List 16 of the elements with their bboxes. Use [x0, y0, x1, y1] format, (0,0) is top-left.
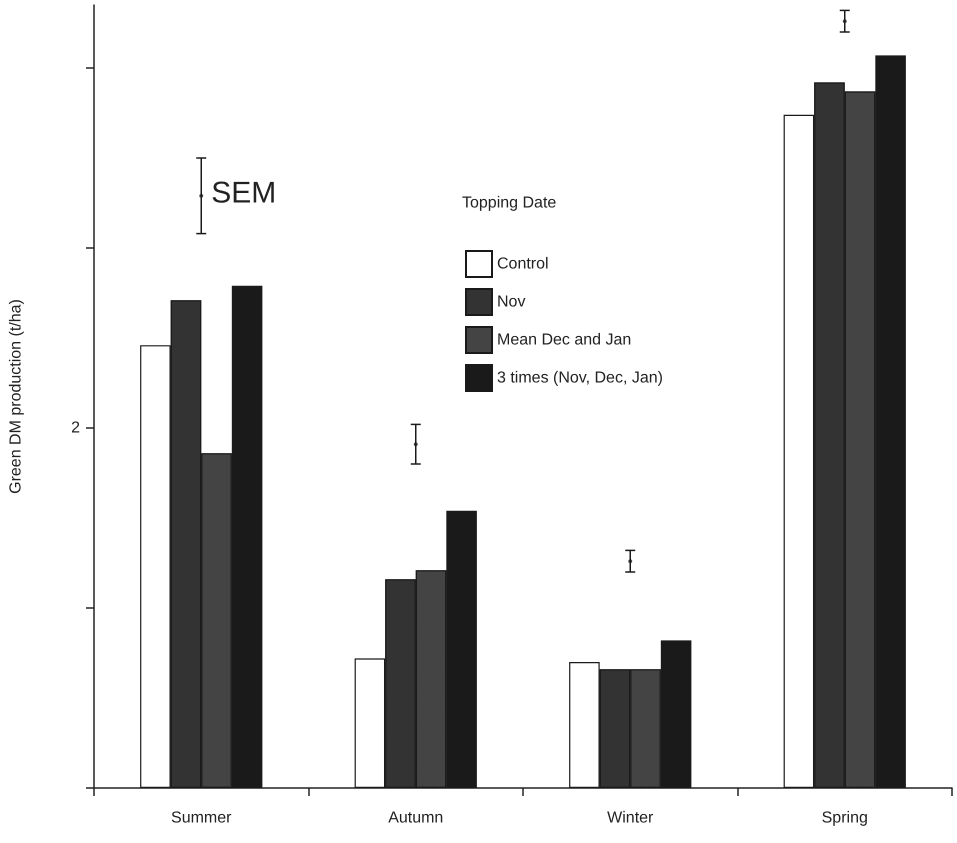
point — [414, 442, 418, 446]
x-tick-label: Spring — [822, 810, 868, 826]
legend-label: 3 times (Nov, Dec, Jan) — [497, 370, 663, 386]
y-axis-title: Green DM production (t/ha) — [8, 299, 24, 494]
legend-title: Topping Date — [462, 194, 556, 212]
point — [628, 559, 632, 564]
x-tick-label: Autumn — [388, 810, 444, 826]
x-tick-label: Summer — [171, 810, 232, 826]
legend-label: Control — [497, 256, 549, 272]
x-tick-label: Winter — [607, 810, 654, 826]
legend-label: Nov — [497, 294, 526, 310]
point — [842, 19, 847, 24]
annotation: SEM — [211, 176, 276, 210]
point — [199, 194, 204, 198]
y-tick-label: 2 — [71, 420, 80, 436]
legend-label: Mean Dec and Jan — [497, 332, 632, 348]
